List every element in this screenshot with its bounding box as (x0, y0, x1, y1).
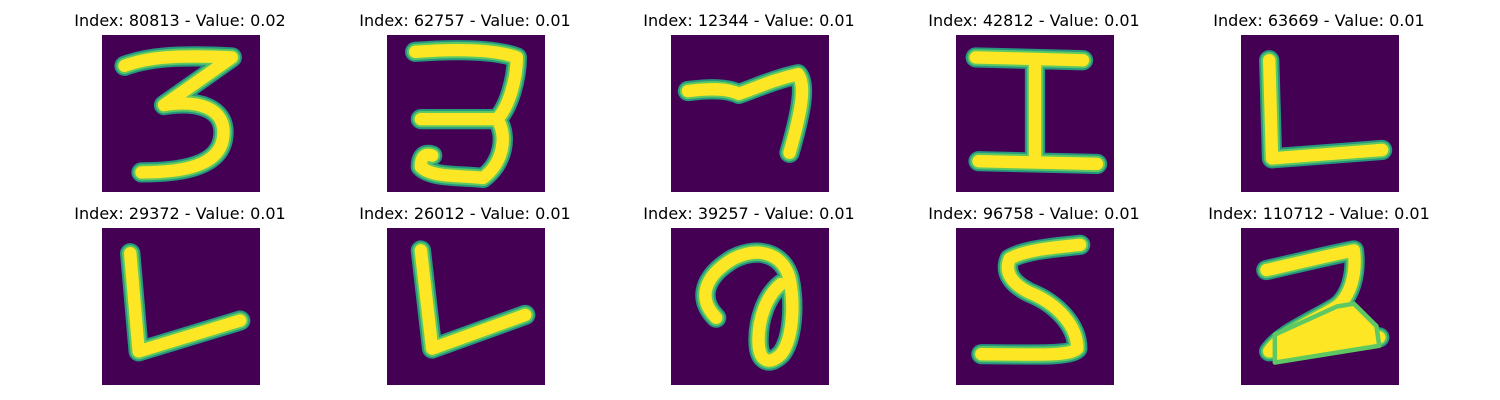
digit-image (671, 228, 829, 385)
panel-title: Index: 26012 - Value: 0.01 (359, 204, 571, 223)
panel-title: Index: 12344 - Value: 0.01 (643, 11, 855, 30)
digit-panel-7: Index: 26012 - Value: 0.01 (315, 193, 615, 385)
digit-image (102, 35, 260, 192)
digit-image (671, 35, 829, 192)
panel-title: Index: 80813 - Value: 0.02 (74, 11, 286, 30)
panel-title: Index: 29372 - Value: 0.01 (74, 204, 286, 223)
panel-title: Index: 42812 - Value: 0.01 (928, 11, 1140, 30)
digit-image (102, 228, 260, 385)
digit-panel-3: Index: 12344 - Value: 0.01 (599, 0, 899, 192)
digit-panel-8: Index: 39257 - Value: 0.01 (599, 193, 899, 385)
digit-image (956, 228, 1114, 385)
panel-title: Index: 39257 - Value: 0.01 (643, 204, 855, 223)
panel-title: Index: 110712 - Value: 0.01 (1208, 204, 1430, 223)
digit-panel-2: Index: 62757 - Value: 0.01 (315, 0, 615, 192)
digit-panel-6: Index: 29372 - Value: 0.01 (30, 193, 330, 385)
digit-image (956, 35, 1114, 192)
digit-image (387, 35, 545, 192)
panel-title: Index: 96758 - Value: 0.01 (928, 204, 1140, 223)
digit-panel-1: Index: 80813 - Value: 0.02 (30, 0, 330, 192)
digit-image (1241, 35, 1399, 192)
digit-panel-9: Index: 96758 - Value: 0.01 (884, 193, 1184, 385)
digit-panel-10: Index: 110712 - Value: 0.01 (1169, 193, 1469, 385)
digit-panel-5: Index: 63669 - Value: 0.01 (1169, 0, 1469, 192)
panel-title: Index: 63669 - Value: 0.01 (1213, 11, 1425, 30)
panel-title: Index: 62757 - Value: 0.01 (359, 11, 571, 30)
digit-image (1241, 228, 1399, 385)
digit-image (387, 228, 545, 385)
digit-panel-4: Index: 42812 - Value: 0.01 (884, 0, 1184, 192)
